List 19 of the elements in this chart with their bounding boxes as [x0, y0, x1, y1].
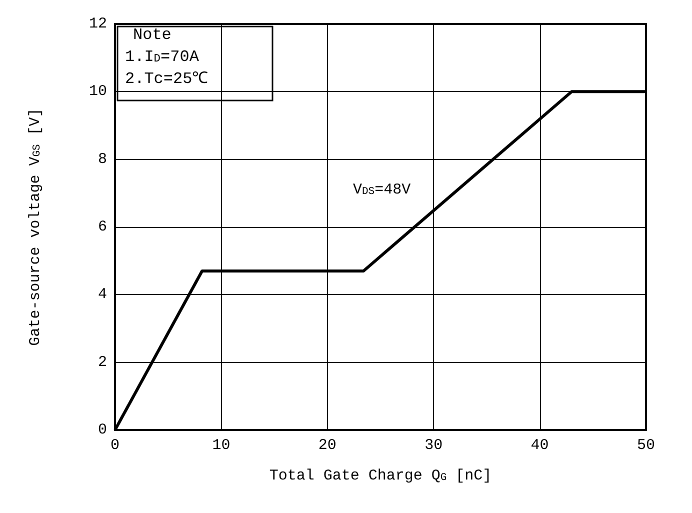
annotation: VDS=48V: [353, 181, 411, 198]
y-tick-label: 12: [88, 16, 107, 32]
x-tick-label: 20: [318, 437, 336, 454]
y-tick-label: 10: [88, 83, 107, 100]
x-tick-label: 40: [530, 437, 549, 454]
y-tick-label: 2: [98, 354, 107, 371]
x-tick-label: 10: [212, 437, 230, 454]
y-tick-label: 8: [98, 150, 107, 168]
x-axis-title: Total Gate Charge QG [nC]: [269, 467, 492, 484]
annotation: Note: [133, 26, 172, 44]
x-tick-label: 0: [110, 437, 120, 454]
annotation: 2.Tc=25℃: [125, 70, 208, 88]
y-tick-label: 6: [98, 218, 107, 236]
annotation: 1.ID=70A: [125, 48, 200, 66]
y-tick-label: 0: [98, 422, 107, 438]
x-tick-label: 50: [636, 437, 656, 454]
y-tick-label: 4: [98, 286, 107, 304]
y-axis-title: Gate-source voltage VGS [V]: [26, 108, 44, 346]
x-tick-label: 30: [424, 437, 443, 454]
